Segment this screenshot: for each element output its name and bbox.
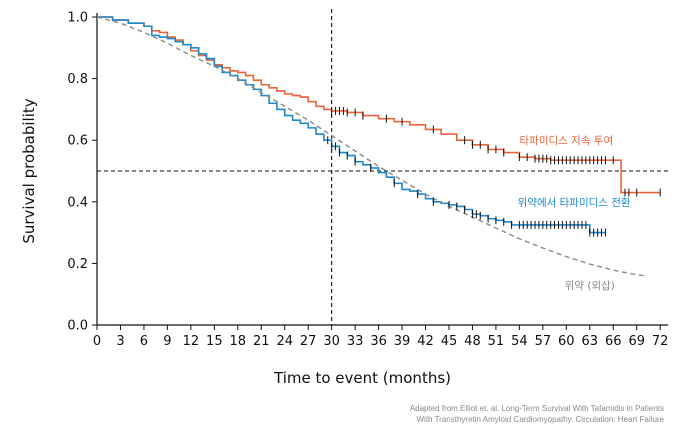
x-tick-label: 24 <box>276 334 293 349</box>
x-tick-label: 72 <box>652 334 669 349</box>
y-tick-label: 0.0 <box>67 319 88 334</box>
x-tick-label: 15 <box>206 334 223 349</box>
x-tick-label: 27 <box>300 334 317 349</box>
x-tick-label: 63 <box>582 334 599 349</box>
x-tick-label: 33 <box>347 334 364 349</box>
x-tick-label: 0 <box>93 334 101 349</box>
x-tick-label: 57 <box>535 334 552 349</box>
plot-area: 0 3 6 9 12 15 18 21 24 27 30 33 36 39 42 45 48 51 54 57 60 63… <box>67 9 668 349</box>
y-axis-ticks: 0.0 0.2 0.4 0.6 0.8 1.0 <box>67 11 97 334</box>
series-label-continuous: 타파미디스 지속 투여 <box>520 135 614 147</box>
x-axis-ticks: 0 3 6 9 12 15 18 21 24 27 30 33 36 39 42 45 48 51 54 57 60 63… <box>93 325 669 349</box>
source-line-1: Adapted from Elliot et. al. Long-Term Su… <box>409 404 664 413</box>
series-label-switch: 위약에서 타파미디스 전환 <box>518 196 631 209</box>
x-tick-label: 18 <box>230 334 247 349</box>
y-tick-label: 0.8 <box>67 72 88 87</box>
y-tick-label: 1.0 <box>67 11 88 26</box>
x-tick-label: 36 <box>370 334 387 349</box>
x-tick-label: 66 <box>605 334 622 349</box>
y-axis-title: Survival probability <box>20 98 38 243</box>
x-axis-title: Time to event (months) <box>273 369 451 387</box>
x-tick-label: 12 <box>183 334 200 349</box>
x-tick-label: 42 <box>417 334 434 349</box>
x-tick-label: 48 <box>464 334 481 349</box>
x-tick-label: 60 <box>558 334 575 349</box>
y-tick-label: 0.2 <box>67 257 88 272</box>
x-tick-label: 30 <box>323 334 340 349</box>
x-tick-label: 6 <box>140 334 148 349</box>
y-tick-label: 0.6 <box>67 134 88 149</box>
y-tick-label: 0.4 <box>67 195 88 210</box>
x-tick-label: 54 <box>511 334 528 349</box>
x-tick-label: 3 <box>116 334 124 349</box>
source-line-2: With Transthyretin Amyloid Cardiomyopath… <box>416 415 665 424</box>
series-line-continuous <box>97 16 661 194</box>
x-tick-label: 21 <box>253 334 270 349</box>
x-tick-label: 69 <box>628 334 645 349</box>
censor-marks <box>327 106 661 237</box>
x-tick-label: 45 <box>441 334 458 349</box>
series-line-placebo <box>96 16 645 277</box>
x-tick-label: 51 <box>488 334 505 349</box>
series-label-placebo: 위약 (외삽) <box>565 279 615 292</box>
source-citation: Adapted from Elliot et. al. Long-Term Su… <box>304 403 664 425</box>
x-tick-label: 39 <box>394 334 411 349</box>
x-tick-label: 9 <box>163 334 171 349</box>
